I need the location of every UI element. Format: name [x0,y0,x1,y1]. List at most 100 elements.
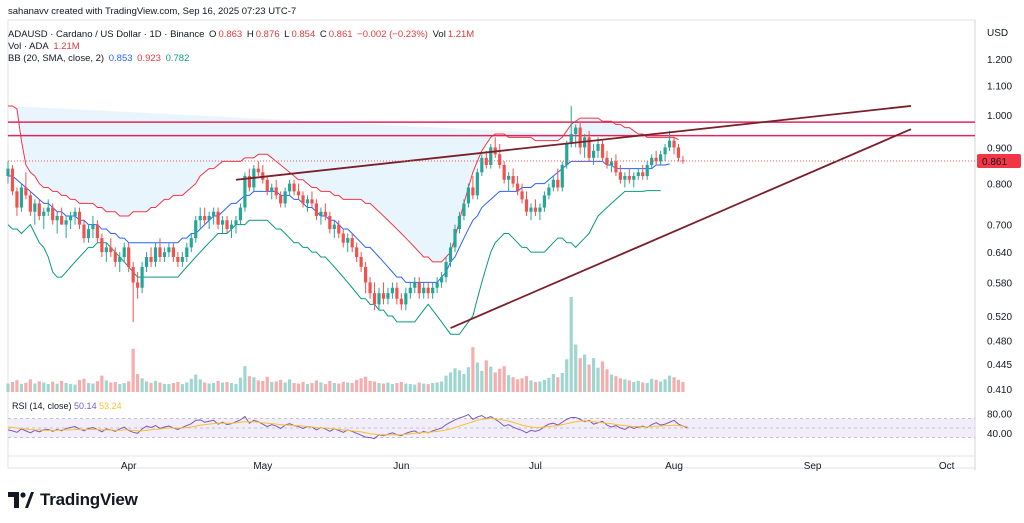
volume-bar [583,354,587,392]
candle-body [95,224,99,239]
candle-body [395,287,399,299]
candle-body [274,187,278,196]
bollinger-band-fill [8,105,679,262]
volume-bar [574,344,578,392]
candle-body [113,252,117,262]
volume-bar [480,370,484,392]
volume-bar [596,367,600,392]
candle-body [279,195,283,204]
candle-body [377,293,381,305]
candle-body [623,176,627,180]
candle-body [372,293,377,305]
candle-body [24,187,28,196]
volume-bar [672,377,676,392]
candle-body [650,157,654,165]
volume-bar [551,374,555,392]
last-price-tag [977,154,1021,169]
candle-body [314,203,319,216]
bb-label: BB (20, SMA, close, 2) [8,53,105,64]
change-value: −0.002 (−0.23%) [357,29,428,40]
volume-bar [55,383,59,392]
candle-body [565,144,569,165]
volume-bar [466,367,471,392]
volume-bar [426,384,430,392]
candle-body [127,247,131,267]
candle-body [288,183,292,192]
bb-lower-value: 0.782 [165,53,190,64]
volume-bar [676,379,681,392]
volume-bar [37,381,41,392]
volume-bar [247,376,251,392]
volume-bar [457,370,462,392]
candle-body [667,140,672,148]
candle-body [641,172,645,177]
candle-body [64,220,68,225]
candle-body [220,220,225,225]
volume-bar [292,383,296,392]
candle-body [305,199,310,204]
high-label: H [246,29,254,40]
candle-body [426,287,430,294]
volume-bar [569,297,573,392]
volume-bar [609,374,614,392]
candle-body [15,191,19,208]
volume-bar [136,374,140,392]
candle-body [453,229,457,248]
candle-body [319,211,323,216]
volume-bar [229,383,234,392]
volume-bar [538,381,542,392]
volume-bar [542,379,546,392]
volume-bar [484,360,488,392]
volume-bar [19,384,24,392]
candle-body [42,211,46,216]
volume-indicator-value: 1.21M [53,41,80,52]
currency-label: USD [987,28,1009,39]
lower-trendline [450,128,912,329]
candle-body [109,247,113,253]
candle-body [140,266,144,288]
volume-bar [618,378,622,392]
candle-body [511,176,515,184]
y-tick-label: 1.200 [987,55,1012,66]
volume-bar [641,382,645,392]
volume-bar [591,358,596,392]
volume-legend[interactable]: Vol · ADA 1.21M [8,41,82,52]
candle-body [323,211,327,216]
y-tick-label: 0.900 [987,143,1012,154]
volume-bar [51,381,55,392]
candle-body [444,261,448,278]
close-value: 0.861 [328,29,353,40]
candle-body [189,238,193,248]
candle-body [171,247,175,258]
symbol-name[interactable]: ADAUSD · Cardano / US Dollar · 1D · Bina… [8,29,205,40]
candle-body [60,215,64,225]
tradingview-logo[interactable]: TradingView [8,490,138,510]
candle-body [243,176,247,208]
candle-body [86,229,91,239]
candle-body [122,247,126,258]
candle-body [310,199,314,204]
candle-body [614,161,618,173]
volume-bar [212,383,216,392]
volume-bar [444,375,448,392]
volume-bar [73,384,77,392]
candle-body [574,127,578,135]
volume-bar [390,384,395,392]
volume-bar [314,380,319,392]
tradingview-logo-icon [8,492,34,508]
candle-body [194,220,198,239]
candle-body [547,187,551,196]
volume-bar [605,369,609,392]
candle-body [663,147,667,155]
bb-legend[interactable]: BB (20, SMA, close, 2) 0.853 0.923 0.782 [8,53,191,64]
candle-body [627,176,631,180]
volume-bar [359,378,363,392]
candle-body [578,127,582,148]
rsi-legend[interactable]: RSI (14, close) 50.14 53.24 [12,401,122,411]
candle-body [448,247,453,262]
candle-body [507,176,511,180]
volume-bar [614,376,618,392]
volume-bar [234,384,238,392]
candle-body [645,164,649,177]
